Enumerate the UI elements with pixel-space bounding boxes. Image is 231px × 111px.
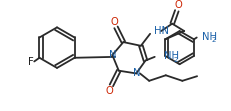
Text: NH: NH	[201, 32, 216, 42]
Text: HN: HN	[153, 26, 168, 36]
Text: F: F	[27, 57, 33, 67]
Text: 2: 2	[211, 37, 215, 43]
Text: O: O	[174, 0, 182, 10]
Text: O: O	[105, 86, 113, 96]
Text: N: N	[132, 68, 140, 78]
Text: N: N	[108, 50, 116, 60]
Text: O: O	[110, 17, 118, 27]
Text: NH: NH	[163, 51, 178, 61]
Text: 2: 2	[172, 57, 177, 63]
